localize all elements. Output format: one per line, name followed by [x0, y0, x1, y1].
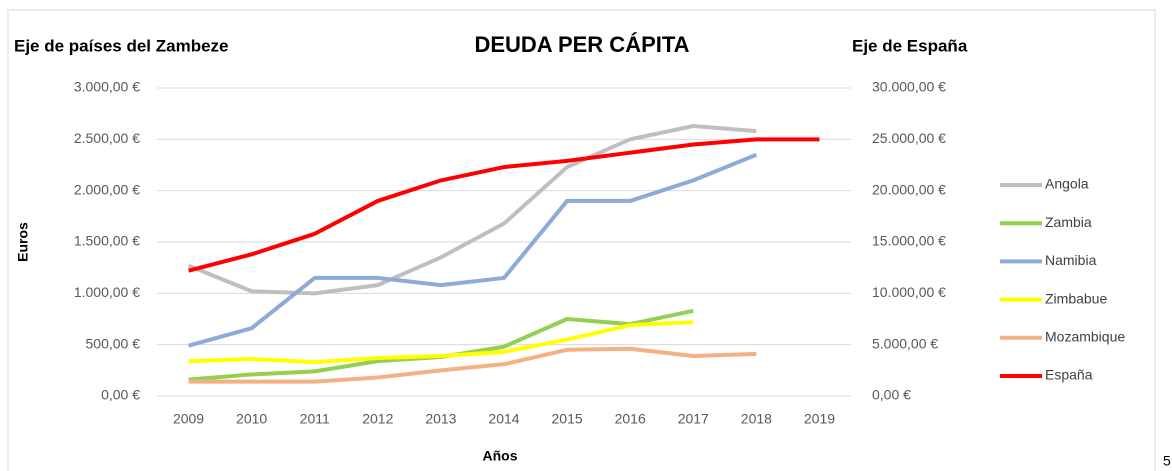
x-tick-label: 2019 [804, 411, 835, 427]
y2-axis-title: Eje de España [852, 36, 968, 55]
y-tick-label: 2.500,00 € [74, 130, 140, 146]
series-line [187, 123, 757, 296]
x-tick-label: 2018 [741, 411, 772, 427]
y2-tick-label: 25.000,00 € [872, 130, 946, 146]
series-line [188, 137, 820, 273]
x-tick-label: 2012 [362, 411, 393, 427]
y-tick-label: 1.500,00 € [74, 233, 140, 249]
y2-tick-label: 5.000,00 € [872, 335, 938, 351]
y-axis-title: Eje de países del Zambeze [14, 36, 228, 55]
x-tick-label: 2013 [425, 411, 456, 427]
x-tick-label: 2017 [678, 411, 709, 427]
legend-label: España [1045, 367, 1093, 383]
x-tick-label: 2014 [488, 411, 519, 427]
y-tick-label: 1.000,00 € [74, 284, 140, 300]
x-label: Años [483, 448, 518, 464]
x-tick-label: 2009 [173, 411, 204, 427]
legend-label: Zambia [1045, 214, 1092, 230]
legend-label: Namibia [1045, 252, 1097, 268]
y2-tick-label: 20.000,00 € [872, 181, 946, 197]
series-line [188, 152, 758, 348]
edge-text: 5 [1163, 453, 1171, 469]
x-tick-label: 2010 [236, 411, 267, 427]
y2-tick-label: 0,00 € [872, 387, 911, 403]
series-line [188, 346, 757, 384]
y-tick-label: 0,00 € [101, 387, 140, 403]
y2-tick-label: 30.000,00 € [872, 79, 946, 95]
y2-tick-label: 10.000,00 € [872, 284, 946, 300]
x-tick-label: 2016 [615, 411, 646, 427]
legend-label: Mozambique [1045, 329, 1125, 345]
series-line [188, 320, 694, 365]
x-tick-label: 2011 [300, 411, 330, 427]
x-tick-label: 2015 [552, 411, 583, 427]
y-tick-label: 500,00 € [86, 335, 141, 351]
chart-border [7, 9, 1156, 471]
chart-title: DEUDA PER CÁPITA [474, 32, 689, 57]
legend-label: Angola [1045, 176, 1089, 192]
y2-tick-label: 15.000,00 € [872, 233, 946, 249]
y-label: Euros [15, 222, 31, 262]
legend-label: Zimbabue [1045, 290, 1107, 306]
y-tick-label: 3.000,00 € [74, 79, 140, 95]
y-tick-label: 2.000,00 € [74, 181, 140, 197]
